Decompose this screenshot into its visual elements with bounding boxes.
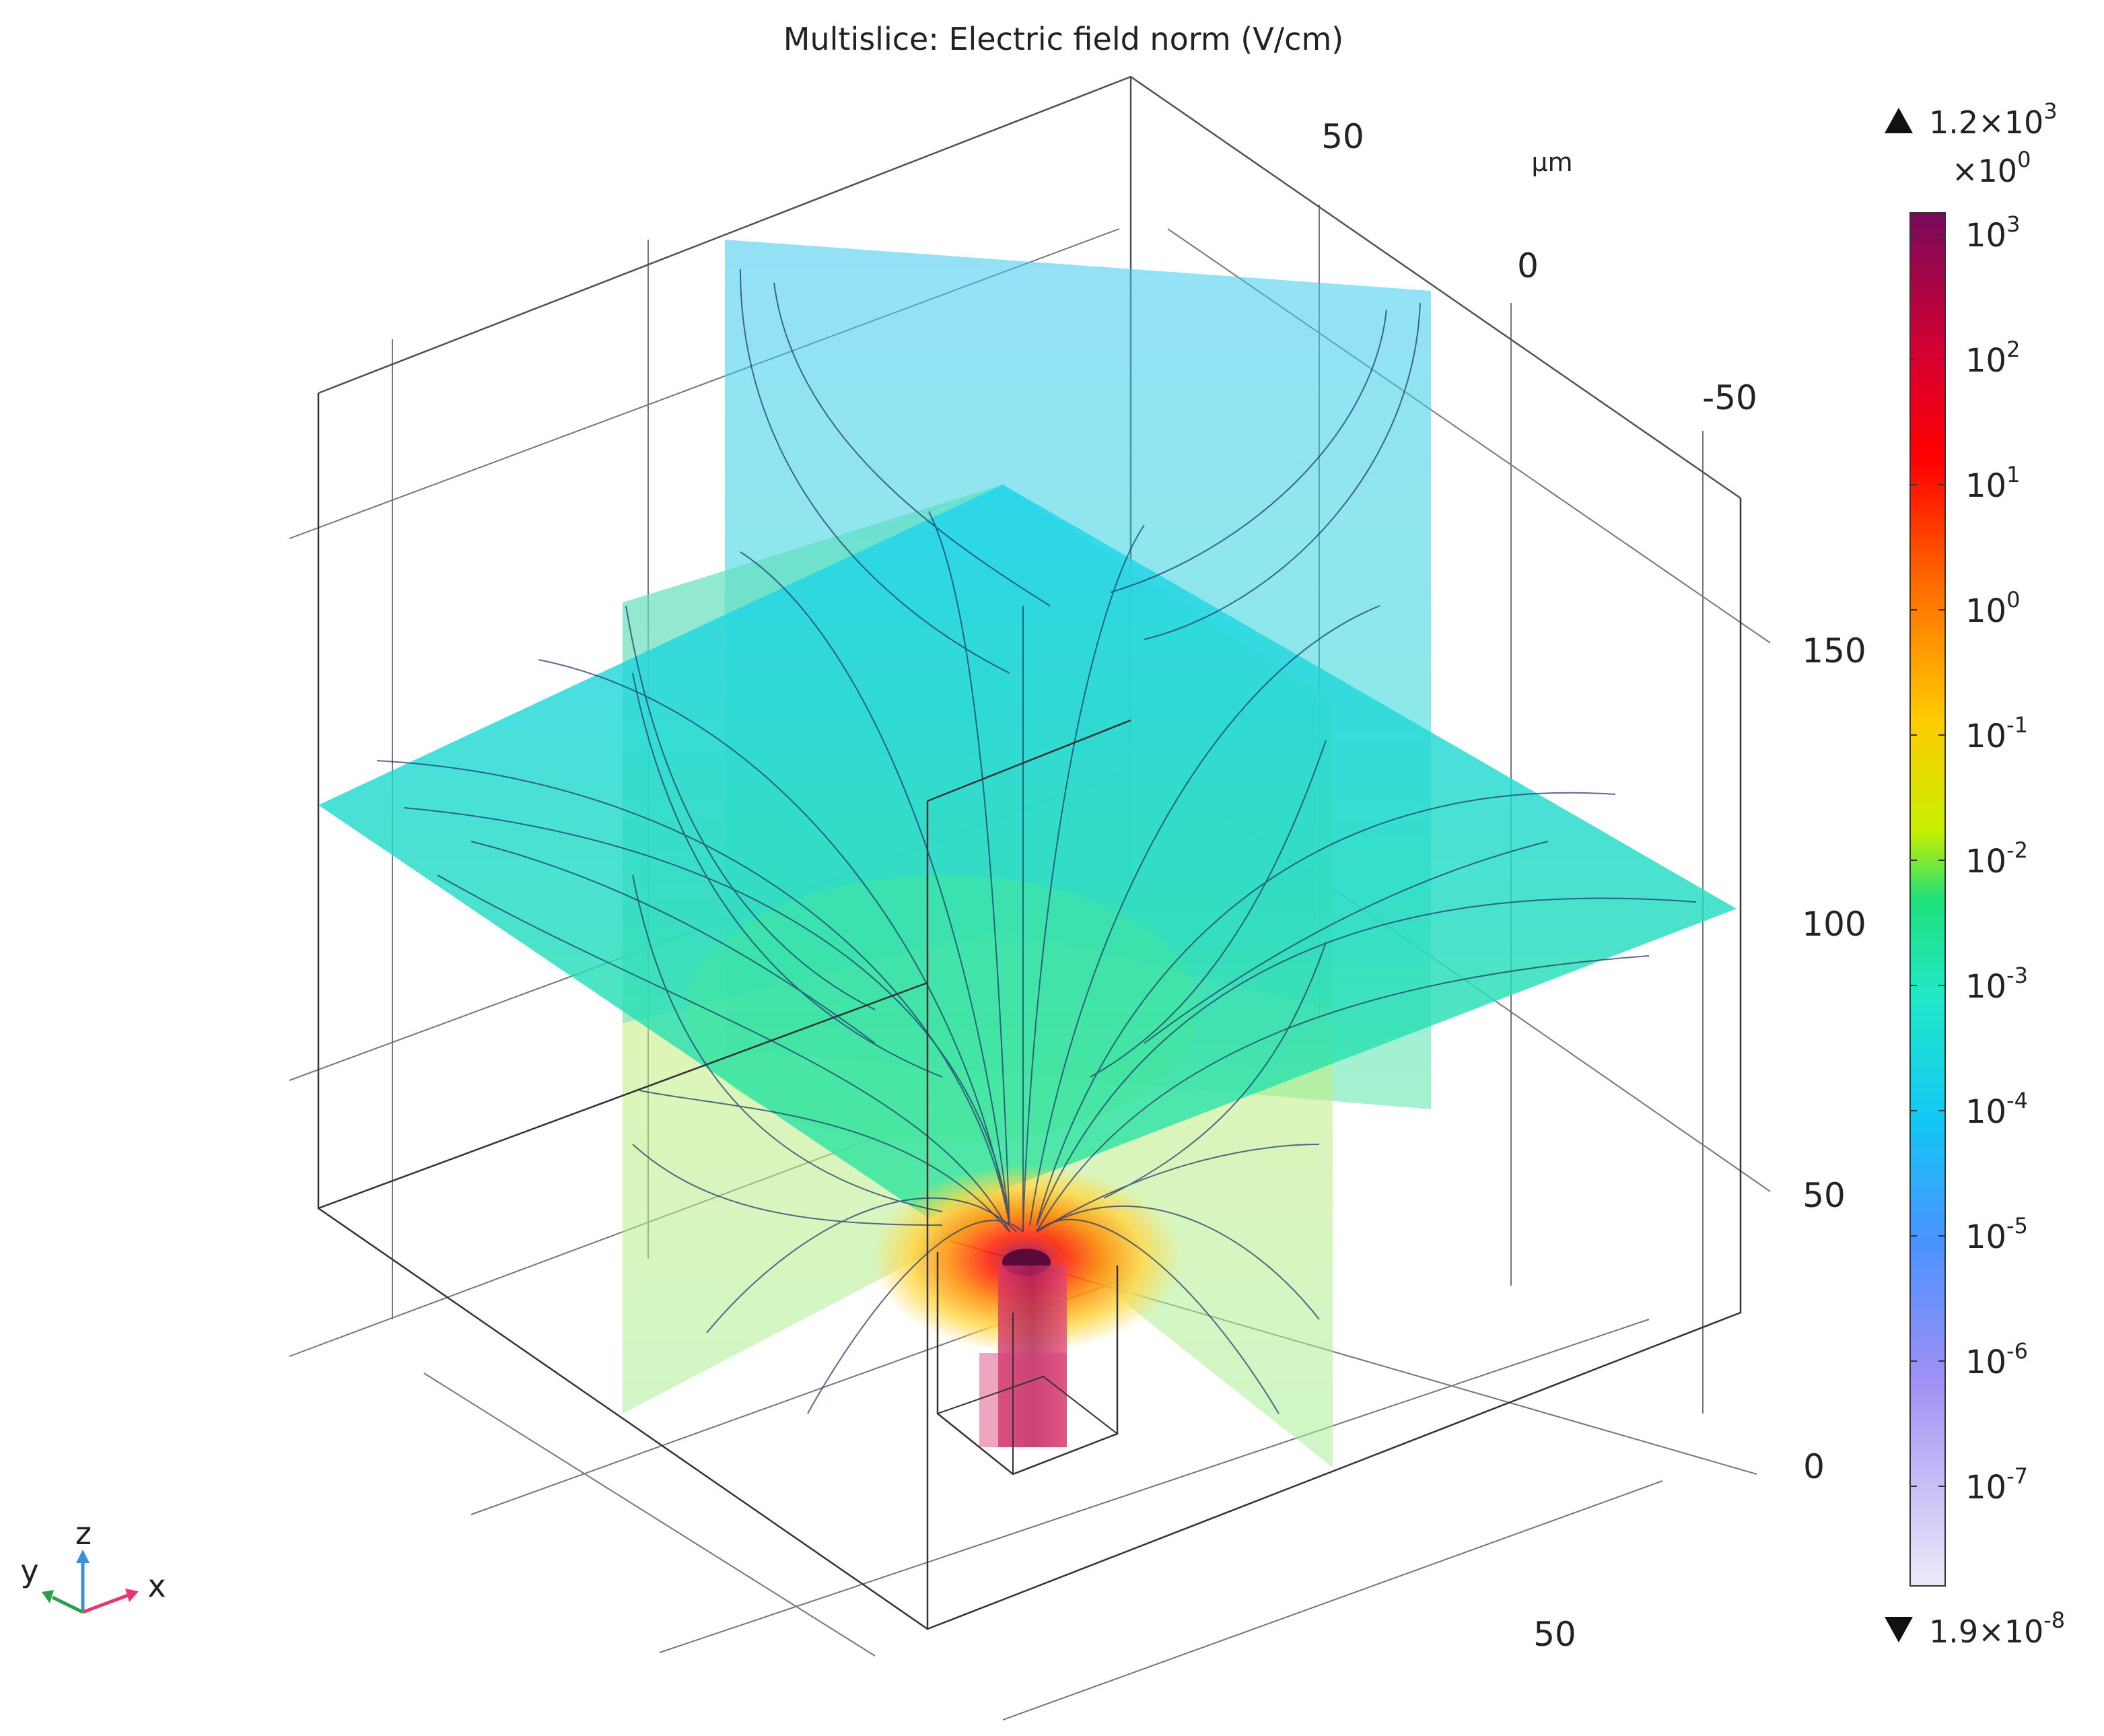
- y-tick-label: -50: [1702, 378, 1757, 417]
- triad-z-label: z: [75, 1515, 92, 1552]
- colorbar-tick-label: 103: [1965, 211, 2020, 254]
- max-arrow-icon: [1885, 108, 1913, 133]
- colorbar-tick-label: 10-6: [1965, 1338, 2028, 1381]
- colorbar-tick-label: 10-4: [1965, 1088, 2028, 1131]
- z-tick-label: 100: [1802, 905, 1866, 944]
- colorbar-tick-label: 102: [1965, 337, 2020, 380]
- triad-y-arrow-icon: [42, 1590, 54, 1603]
- min-arrow-icon: [1885, 1617, 1913, 1642]
- colorbar-min-label: 1.9×10-8: [1929, 1607, 2065, 1650]
- y-tick-label: 0: [1517, 246, 1539, 285]
- colorbar-tick-label: 100: [1965, 587, 2020, 630]
- triad-x-axis: [82, 1593, 129, 1614]
- colorbar-tick-label: 10-5: [1965, 1213, 2028, 1256]
- field-streamlines: [376, 269, 1697, 1414]
- axis-triad: z y x: [20, 1515, 166, 1614]
- colorbar-ticks: 103 102 101 100 10-1 10-2 10-3 10-4 10-5 10-6 10-7: [1910, 211, 2028, 1506]
- triad-x-arrow-icon: [125, 1589, 139, 1602]
- x-axis-ticks: 50: [1533, 1615, 1576, 1654]
- y-tick-label: 50: [1321, 117, 1364, 156]
- colorbar-bar: [1909, 212, 1946, 1587]
- colorbar: 103 102 101 100 10-1 10-2 10-3 10-4 10-5 10-6 10-7…: [1885, 98, 2065, 1650]
- colorbar-tick-label: 10-3: [1965, 963, 2028, 1006]
- z-tick-label: 150: [1802, 631, 1866, 670]
- triad-x-label: x: [147, 1568, 166, 1604]
- bounding-box-front: [317, 393, 1742, 1630]
- source-rod: [936, 1252, 1119, 1475]
- z-axis-ticks: 150 100 50 0: [1802, 631, 1866, 1486]
- z-tick-label: 0: [1803, 1447, 1825, 1486]
- triad-y-axis: [51, 1595, 84, 1614]
- y-axis-ticks: 50 0 -50: [1321, 117, 1757, 417]
- colorbar-tick-label: 10-2: [1965, 837, 2028, 880]
- colorbar-tick-label: 10-1: [1965, 712, 2028, 755]
- unit-label: µm: [1531, 147, 1572, 177]
- colorbar-multiplier: ×100: [1952, 147, 2031, 189]
- triad-z-arrow-icon: [76, 1550, 90, 1563]
- colorbar-max-label: 1.2×103: [1929, 98, 2058, 141]
- colorbar-tick-label: 101: [1965, 462, 2020, 505]
- chart-title: Multislice: Electric field norm (V/cm): [783, 21, 1343, 57]
- x-tick-label: 50: [1533, 1615, 1576, 1654]
- horizontal-slice: [318, 485, 1737, 1218]
- triad-y-label: y: [20, 1553, 38, 1589]
- colorbar-tick-label: 10-7: [1965, 1463, 2028, 1506]
- z-tick-label: 50: [1802, 1176, 1846, 1215]
